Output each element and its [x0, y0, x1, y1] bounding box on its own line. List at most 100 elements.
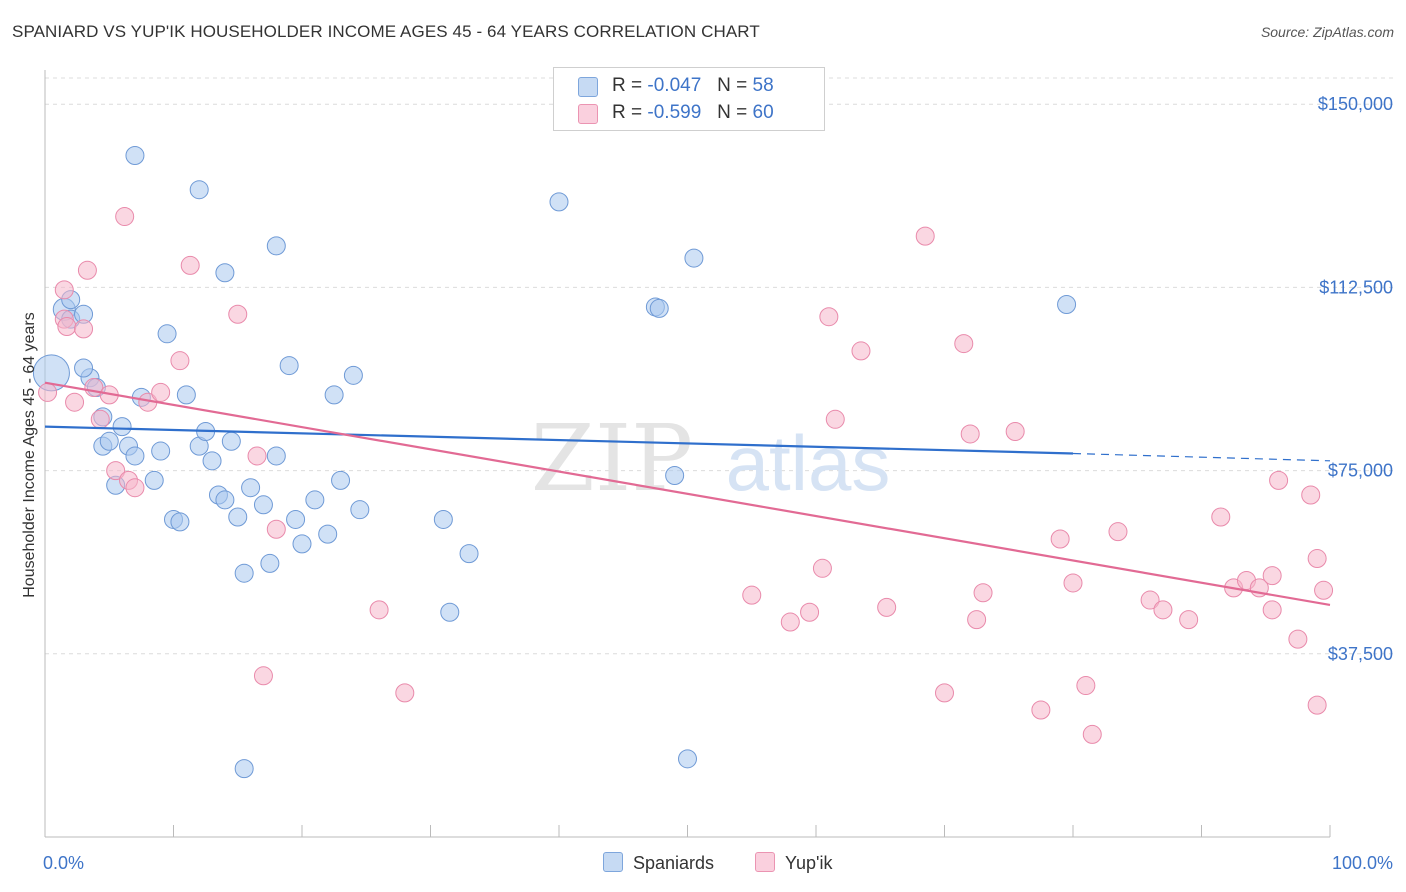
- yupik-point: [180, 255, 200, 275]
- yupik-point: [369, 600, 389, 620]
- spaniards-point: [649, 298, 669, 318]
- legend-n-label: N =: [717, 102, 748, 123]
- correlation-legend: R = -0.047 N = 58 R = -0.599 N = 60: [553, 67, 825, 131]
- yupik-point: [170, 351, 190, 371]
- spaniards-point: [215, 490, 235, 510]
- spaniards-point: [343, 365, 363, 385]
- yupik-point: [1140, 590, 1160, 610]
- legend-swatch-yupik: [578, 104, 598, 124]
- spaniards-point: [331, 470, 351, 490]
- yupik-point: [742, 585, 762, 605]
- spaniards-point: [684, 248, 704, 268]
- yupik-point: [1108, 522, 1128, 542]
- spaniards-point: [125, 145, 145, 165]
- yupik-point: [812, 558, 832, 578]
- spaniards-point: [260, 553, 280, 573]
- spaniards-point: [176, 385, 196, 405]
- spaniards-point: [253, 495, 273, 515]
- yupik-point: [54, 280, 74, 300]
- legend-r-label: R =: [612, 75, 643, 96]
- y-tick-label: $37,500: [1328, 644, 1393, 664]
- spaniards-point: [324, 385, 344, 405]
- yupik-point: [125, 478, 145, 498]
- spaniards-point: [279, 356, 299, 376]
- yupik-point: [851, 341, 871, 361]
- spaniards-point: [678, 749, 697, 769]
- watermark-atlas: atlas: [726, 419, 891, 507]
- spaniards-point: [125, 446, 145, 466]
- legend-swatch-spaniards: [578, 77, 598, 97]
- yupik-point: [1288, 629, 1308, 649]
- yupik-point: [395, 683, 415, 703]
- yupik-point: [151, 382, 171, 402]
- series-swatch-spaniards: [603, 852, 623, 872]
- yupik-point: [247, 446, 267, 466]
- spaniards-point: [189, 180, 209, 200]
- spaniards-trend-line-extension: [1072, 452, 1331, 462]
- spaniards-point: [665, 465, 685, 485]
- spaniards-point: [234, 759, 254, 779]
- yupik-point: [973, 583, 993, 603]
- yupik-point: [915, 226, 935, 246]
- spaniards-point: [228, 507, 248, 527]
- yupik-point: [1262, 566, 1282, 586]
- yupik-point: [57, 316, 77, 336]
- spaniards-point: [157, 324, 177, 344]
- yupik-point: [90, 409, 110, 429]
- series-legend-yupik: Yup'ik: [755, 852, 832, 874]
- y-tick-label: $75,000: [1328, 461, 1393, 481]
- spaniards-point: [234, 563, 254, 583]
- spaniards-point: [241, 478, 261, 498]
- spaniards-point: [170, 512, 190, 532]
- yupik-point: [1307, 549, 1327, 569]
- yupik-point: [77, 260, 97, 280]
- x-tick-label-min: 0.0%: [43, 853, 84, 873]
- yupik-point: [1314, 580, 1334, 600]
- yupik-point: [1262, 600, 1282, 620]
- yupik-point: [1050, 529, 1070, 549]
- yupik-point: [780, 612, 800, 632]
- spaniards-trend-line: [44, 425, 1074, 455]
- legend-n-label: N =: [717, 75, 748, 96]
- series-legend-spaniards: Spaniards: [603, 852, 714, 874]
- spaniards-point: [215, 263, 235, 283]
- yupik-point: [967, 610, 987, 630]
- legend-r-value: -0.047: [647, 75, 702, 96]
- watermark-zip: ZIP: [531, 405, 693, 512]
- axes-layer: [44, 70, 1331, 838]
- yupik-point: [1301, 485, 1321, 505]
- spaniards-point: [549, 192, 569, 212]
- spaniards-point: [266, 446, 286, 466]
- legend-r-value: -0.599: [647, 102, 702, 123]
- yupik-point: [266, 519, 286, 539]
- series-name-yupik: Yup'ik: [785, 853, 833, 873]
- yupik-point: [825, 409, 845, 429]
- source-credit: Source: ZipAtlas.com: [1260, 24, 1394, 40]
- spaniards-point: [221, 431, 241, 451]
- spaniards-point: [350, 500, 370, 520]
- yupik-point: [1005, 422, 1025, 442]
- yupik-point: [1211, 507, 1231, 527]
- yupik-point: [115, 207, 135, 227]
- yupik-point: [253, 666, 273, 686]
- yupik-point: [228, 304, 248, 324]
- spaniards-point: [440, 602, 460, 622]
- yupik-point: [1269, 470, 1289, 490]
- spaniards-point: [202, 451, 222, 471]
- yupik-point: [38, 382, 58, 402]
- y-tick-label: $150,000: [1318, 94, 1393, 114]
- tick-labels: $37,500 $75,000 $112,500 $150,000 0.0% 100.0%: [43, 94, 1393, 873]
- spaniards-point: [286, 509, 306, 529]
- legend-r-label: R =: [612, 102, 643, 123]
- chart-title: SPANIARD VS YUP'IK HOUSEHOLDER INCOME AG…: [12, 22, 760, 41]
- yupik-point: [1063, 573, 1083, 593]
- yupik-point: [935, 683, 954, 703]
- yupik-point: [65, 392, 85, 412]
- watermark: ZIP atlas: [531, 405, 890, 512]
- series-swatch-yupik: [755, 852, 775, 872]
- yupik-point: [1179, 610, 1199, 630]
- yupik-point: [1076, 676, 1096, 696]
- spaniards-point: [99, 431, 119, 451]
- spaniards-point: [318, 524, 338, 544]
